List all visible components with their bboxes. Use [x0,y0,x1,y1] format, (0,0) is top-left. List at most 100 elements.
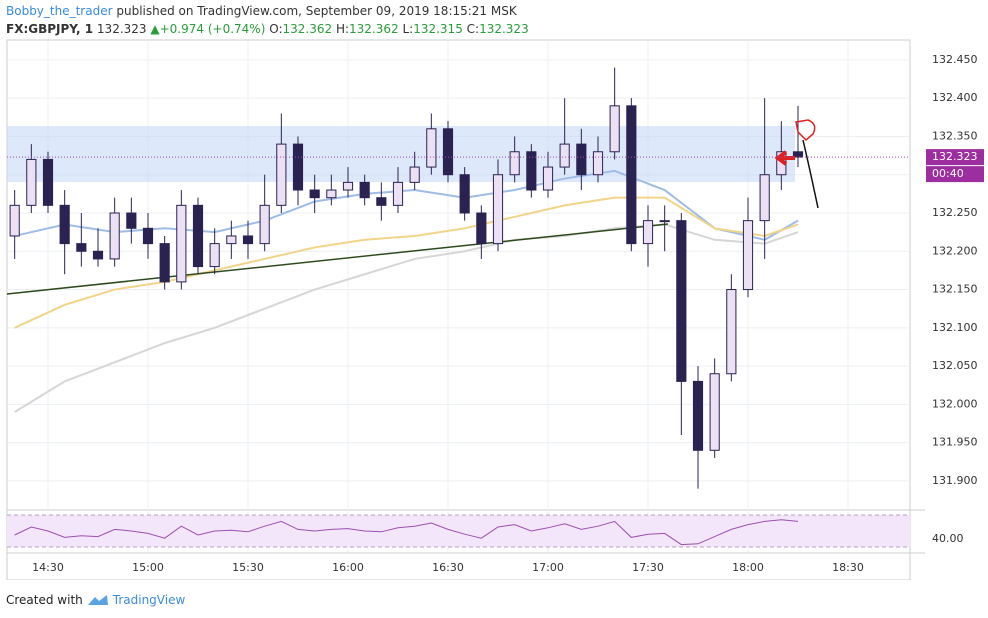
up-icon: ▲ [150,22,160,36]
x-tick-label: 16:00 [332,561,364,574]
candle-body [426,128,437,168]
candle-body [242,235,254,245]
candle-body [326,189,337,199]
axes: 131.900 131.950 132.000 132.050 132.100 132.1… [7,53,984,574]
candle-body [376,197,387,206]
close: 132.323 [479,22,529,36]
published: published on TradingView.com, September … [116,4,517,18]
candles [9,67,804,489]
candle-body [192,204,204,268]
rsi-line [14,519,799,546]
countdown-tag [926,166,984,183]
price-tag [926,149,984,166]
candle-body [576,143,587,176]
l-label: L: [402,22,414,36]
candle-body [309,189,320,199]
zone [7,126,795,182]
y-tick-label: 131.900 [932,474,978,487]
candle-body [742,220,754,291]
frame [6,39,911,580]
y-tick-label: 132.400 [932,91,978,104]
candle-body [459,174,470,214]
h-label: H: [335,22,350,36]
x-tick-label: 16:30 [432,561,464,574]
last: 132.323 [96,22,147,36]
grid [7,40,910,553]
y-tick-label: 132.000 [932,397,978,410]
rsi-pane [7,514,910,548]
x-tick-label: 18:00 [732,561,764,574]
candle-body [359,181,370,199]
y-tick-label: 132.050 [932,359,978,372]
low: 132.315 [413,22,463,36]
symbol-line: FX:GBPJPY, 1 132.323 ▲+0.974 (+0.74%) O:… [6,22,529,36]
candle-body [509,151,520,176]
candle-body [726,289,737,375]
candle-body [442,128,454,176]
candle-body [42,158,54,206]
candle-body [159,243,170,283]
candle-body [276,143,287,206]
y-tick-label: 132.250 [932,206,978,219]
candle-body [526,151,537,191]
x-tick-label: 18:30 [832,561,864,574]
candle-body [692,380,704,451]
author[interactable]: Bobby_the_trader [6,4,113,18]
candle-body [792,151,804,158]
logo [87,595,108,605]
header-line: Bobby_the_trader published on TradingVie… [6,4,517,18]
x-tick-label: 15:00 [132,561,164,574]
price-tag-label: 132.323 [932,150,978,163]
candle-body [59,204,70,245]
rsi-band [7,515,910,547]
chart: 131.900 131.950 132.000 132.050 132.100 132.1… [6,39,984,580]
candle-body [559,143,570,168]
candle-body [26,158,37,206]
y-tick-label: 131.950 [932,436,978,449]
candle-body [492,174,504,245]
candle-body [226,235,237,245]
x-tick-label: 14:30 [32,561,64,574]
candle-body [342,181,354,191]
symbol: FX:GBPJPY, 1 [6,22,94,36]
candle-body [92,250,104,260]
y-tick-label: 132.100 [932,321,978,334]
candle-body [209,243,220,268]
candle-body [609,105,620,153]
ma-line [14,196,799,329]
candle-body [476,212,487,245]
candle-body [709,373,720,451]
candle-body [142,227,154,245]
candle-body [626,105,637,245]
change: +0.974 (+0.74%) [159,22,266,36]
countdown: 00:40 [932,167,964,180]
candle-body [659,220,670,223]
y-tick-label: 132.150 [932,283,978,296]
candle-body [542,166,554,191]
candle-body [676,220,687,382]
open: 132.362 [282,22,333,36]
candle-body [126,212,137,229]
y-tick-label: 132.450 [932,53,978,66]
candle-body [259,204,270,245]
candle-body [642,220,654,245]
rsi-tick-label: 40.00 [932,532,964,545]
candle-body [292,143,304,191]
candle-body [109,212,120,260]
brand[interactable]: TradingView [112,593,186,607]
y-tick-label: 132.350 [932,129,978,142]
drawing [795,119,816,142]
candle-body [9,204,20,237]
drawing [802,139,819,209]
candle-body [76,243,87,252]
x-tick-label: 15:30 [232,561,264,574]
c-label: C: [466,22,480,36]
o-label: O: [269,22,283,36]
footer: Created with TradingView [6,593,185,607]
candle-body [176,204,187,283]
candle-body [759,174,770,222]
candle-body [409,166,420,183]
candle-body [592,151,604,176]
high: 132.362 [349,22,399,36]
